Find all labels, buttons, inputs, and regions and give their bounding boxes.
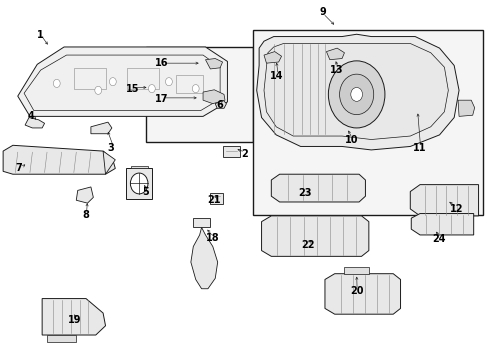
Text: 10: 10 [345, 135, 358, 144]
Text: 11: 11 [412, 143, 426, 153]
Polygon shape [344, 267, 368, 274]
Polygon shape [264, 51, 281, 63]
Polygon shape [409, 185, 478, 216]
Text: 3: 3 [107, 143, 114, 153]
Text: 14: 14 [269, 71, 283, 81]
Text: 12: 12 [449, 204, 463, 214]
Polygon shape [325, 274, 400, 314]
Polygon shape [91, 122, 112, 134]
Polygon shape [103, 151, 115, 174]
Polygon shape [3, 145, 115, 174]
Bar [74, 68, 105, 89]
Text: 8: 8 [82, 210, 89, 220]
Bar [253, 30, 483, 215]
Bar [127, 68, 159, 89]
Text: 19: 19 [68, 315, 81, 325]
Text: 6: 6 [216, 100, 223, 110]
Polygon shape [271, 174, 365, 202]
Polygon shape [126, 168, 152, 198]
Text: 1: 1 [37, 30, 44, 40]
Text: 5: 5 [142, 186, 149, 197]
Bar [146, 47, 253, 143]
Bar [176, 75, 203, 93]
Polygon shape [326, 48, 344, 60]
Polygon shape [42, 298, 105, 335]
Text: 21: 21 [207, 195, 221, 205]
Polygon shape [410, 213, 473, 235]
Polygon shape [25, 117, 44, 128]
Circle shape [350, 87, 362, 101]
Text: 9: 9 [319, 7, 325, 17]
Polygon shape [18, 47, 227, 116]
Circle shape [328, 61, 384, 128]
Polygon shape [256, 34, 458, 150]
Polygon shape [203, 90, 224, 104]
Circle shape [192, 85, 199, 93]
Polygon shape [210, 193, 222, 204]
Circle shape [95, 86, 102, 94]
Circle shape [165, 78, 172, 86]
Text: 18: 18 [205, 233, 219, 243]
Circle shape [148, 85, 155, 93]
Text: 22: 22 [301, 240, 314, 250]
Text: 13: 13 [330, 65, 343, 75]
Circle shape [53, 79, 60, 87]
Polygon shape [261, 216, 368, 256]
Polygon shape [205, 59, 222, 69]
Text: 20: 20 [349, 286, 363, 296]
Polygon shape [76, 187, 93, 203]
Text: 2: 2 [241, 149, 247, 159]
Polygon shape [193, 217, 210, 228]
Text: 7: 7 [16, 163, 22, 174]
Polygon shape [131, 166, 148, 168]
Polygon shape [47, 335, 76, 342]
Text: 4: 4 [27, 111, 34, 121]
Text: 15: 15 [125, 84, 139, 94]
Circle shape [109, 78, 116, 86]
Text: 17: 17 [155, 94, 168, 104]
Circle shape [130, 173, 148, 194]
Polygon shape [215, 100, 226, 108]
Polygon shape [264, 44, 447, 140]
Text: 16: 16 [155, 58, 168, 68]
Polygon shape [190, 228, 217, 289]
Polygon shape [223, 147, 239, 157]
Circle shape [339, 74, 373, 114]
Text: 23: 23 [298, 188, 311, 198]
Polygon shape [457, 100, 474, 116]
Text: 24: 24 [431, 234, 445, 244]
